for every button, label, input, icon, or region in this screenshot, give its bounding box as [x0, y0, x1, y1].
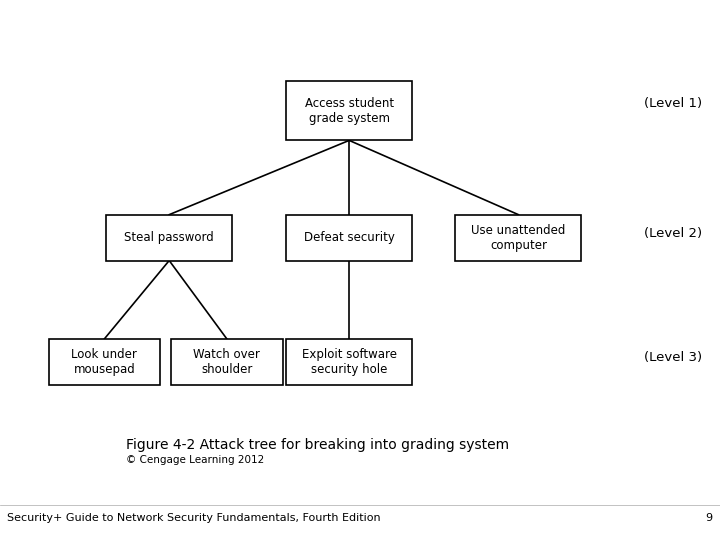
FancyBboxPatch shape	[287, 339, 412, 384]
FancyBboxPatch shape	[455, 214, 581, 260]
Text: Defeat security: Defeat security	[304, 231, 395, 244]
FancyBboxPatch shape	[48, 339, 160, 384]
Text: (Level 3): (Level 3)	[644, 351, 703, 364]
Text: 9: 9	[706, 514, 713, 523]
Text: Steal password: Steal password	[125, 231, 214, 244]
Text: Exploit software
security hole: Exploit software security hole	[302, 348, 397, 376]
Text: Use unattended
computer: Use unattended computer	[471, 224, 566, 252]
Text: Security+ Guide to Network Security Fundamentals, Fourth Edition: Security+ Guide to Network Security Fund…	[7, 514, 381, 523]
FancyBboxPatch shape	[171, 339, 282, 384]
Text: Figure 4-2 Attack tree for breaking into grading system: Figure 4-2 Attack tree for breaking into…	[126, 438, 509, 453]
Text: Look under
mousepad: Look under mousepad	[71, 348, 138, 376]
FancyBboxPatch shape	[107, 214, 232, 260]
FancyBboxPatch shape	[287, 214, 412, 260]
Text: (Level 1): (Level 1)	[644, 97, 703, 110]
Text: (Level 2): (Level 2)	[644, 227, 703, 240]
FancyBboxPatch shape	[287, 81, 412, 140]
Text: Watch over
shoulder: Watch over shoulder	[194, 348, 260, 376]
Text: Access student
grade system: Access student grade system	[305, 97, 394, 125]
Text: © Cengage Learning 2012: © Cengage Learning 2012	[126, 455, 264, 465]
